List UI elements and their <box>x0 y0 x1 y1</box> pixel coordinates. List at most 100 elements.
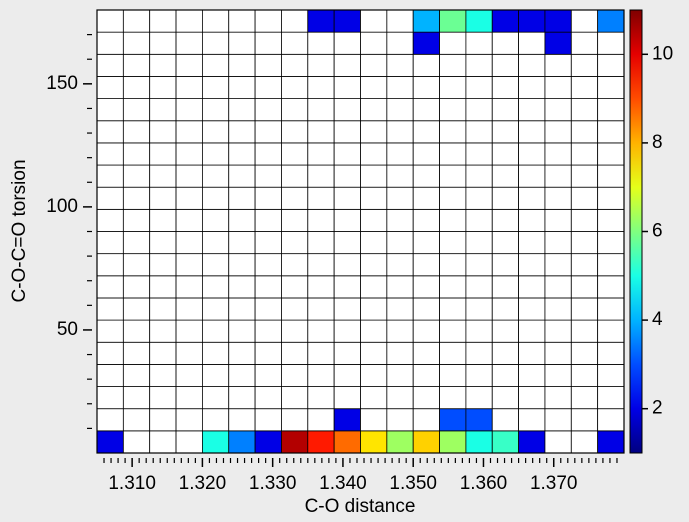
empty-cell <box>307 142 335 166</box>
empty-cell <box>386 9 414 33</box>
heat-cell <box>518 430 546 454</box>
empty-cell <box>386 231 414 255</box>
empty-cell <box>597 386 625 410</box>
empty-cell <box>412 363 440 387</box>
empty-cell <box>281 386 309 410</box>
empty-cell <box>386 98 414 122</box>
empty-cell <box>307 408 335 432</box>
empty-cell <box>544 231 572 255</box>
empty-cell <box>281 408 309 432</box>
y-tick-label: 150 <box>46 73 78 94</box>
empty-cell <box>149 430 177 454</box>
empty-cell <box>122 408 151 432</box>
empty-cell <box>333 164 361 188</box>
empty-cell <box>465 386 493 410</box>
empty-cell <box>439 53 467 77</box>
empty-cell <box>122 142 151 166</box>
empty-cell <box>597 142 625 166</box>
empty-cell <box>201 98 230 122</box>
empty-cell <box>439 275 467 299</box>
empty-cell <box>386 53 414 77</box>
empty-cell <box>360 120 388 144</box>
empty-cell <box>518 164 546 188</box>
heat-cell <box>597 9 625 33</box>
empty-cell <box>281 120 309 144</box>
empty-cell <box>333 120 361 144</box>
empty-cell <box>201 341 230 365</box>
empty-cell <box>254 142 282 166</box>
empty-cell <box>360 9 388 33</box>
empty-cell <box>201 164 230 188</box>
empty-cell <box>149 341 177 365</box>
empty-cell <box>491 363 520 387</box>
empty-cell <box>570 31 599 55</box>
empty-cell <box>254 31 282 55</box>
heat-cell <box>544 9 572 33</box>
empty-cell <box>149 9 177 33</box>
empty-cell <box>175 408 203 432</box>
empty-cell <box>149 231 177 255</box>
empty-cell <box>281 186 309 210</box>
empty-cell <box>518 31 546 55</box>
empty-cell <box>201 142 230 166</box>
empty-cell <box>201 253 230 277</box>
empty-cell <box>518 275 546 299</box>
empty-cell <box>518 142 546 166</box>
heat-cell <box>439 408 467 432</box>
x-tick-label: 1.320 <box>179 473 227 494</box>
empty-cell <box>386 319 414 343</box>
empty-cell <box>307 275 335 299</box>
empty-cell <box>281 98 309 122</box>
empty-cell <box>307 186 335 210</box>
empty-cell <box>333 386 361 410</box>
empty-cell <box>412 208 440 232</box>
empty-cell <box>491 253 520 277</box>
empty-cell <box>175 319 203 343</box>
empty-cell <box>570 98 599 122</box>
x-tick-label: 1.330 <box>249 473 297 494</box>
empty-cell <box>228 164 256 188</box>
empty-cell <box>412 120 440 144</box>
empty-cell <box>201 363 230 387</box>
empty-cell <box>360 76 388 99</box>
empty-cell <box>122 430 151 454</box>
empty-cell <box>201 120 230 144</box>
heat-cell <box>465 430 493 454</box>
empty-cell <box>544 98 572 122</box>
empty-cell <box>491 341 520 365</box>
empty-cell <box>96 408 124 432</box>
empty-cell <box>597 98 625 122</box>
empty-cell <box>96 319 124 343</box>
empty-cell <box>307 253 335 277</box>
empty-cell <box>307 53 335 77</box>
empty-cell <box>122 253 151 277</box>
empty-cell <box>281 76 309 99</box>
empty-cell <box>544 386 572 410</box>
heat-cell <box>439 9 467 33</box>
empty-cell <box>570 319 599 343</box>
empty-cell <box>570 253 599 277</box>
empty-cell <box>570 142 599 166</box>
empty-cell <box>360 208 388 232</box>
colorbar-tick-label: 2 <box>652 398 663 419</box>
empty-cell <box>333 275 361 299</box>
empty-cell <box>228 53 256 77</box>
empty-cell <box>149 275 177 299</box>
empty-cell <box>412 275 440 299</box>
colorbar-tick-label: 8 <box>652 132 663 153</box>
empty-cell <box>122 363 151 387</box>
empty-cell <box>281 9 309 33</box>
empty-cell <box>175 297 203 321</box>
empty-cell <box>597 341 625 365</box>
empty-cell <box>281 275 309 299</box>
empty-cell <box>386 76 414 99</box>
empty-cell <box>228 98 256 122</box>
empty-cell <box>228 319 256 343</box>
empty-cell <box>122 341 151 365</box>
heat-cell <box>307 9 335 33</box>
empty-cell <box>281 253 309 277</box>
empty-cell <box>228 253 256 277</box>
empty-cell <box>570 186 599 210</box>
empty-cell <box>544 319 572 343</box>
empty-cell <box>254 9 282 33</box>
